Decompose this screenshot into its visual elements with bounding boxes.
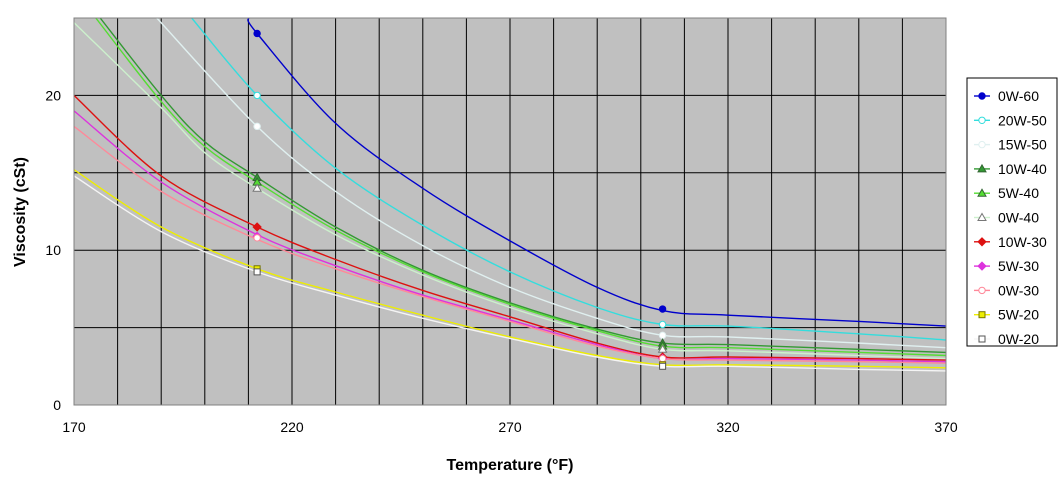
legend-label-5w-20: 5W-20: [998, 307, 1039, 323]
series-line-5w-40: [95, 18, 946, 357]
legend-marker-10w-40: [977, 163, 987, 173]
data-point-0w-20: [659, 362, 667, 370]
y-axis-title: Viscosity (cSt): [12, 157, 29, 267]
legend-marker-5w-30: [977, 261, 987, 271]
legend-label-5w-40: 5W-40: [998, 185, 1039, 201]
legend-label-0w-60: 0W-60: [998, 88, 1039, 104]
legend-marker-10w-30: [977, 237, 987, 247]
y-tick-label: 20: [45, 87, 61, 103]
series-line-20w-50: [191, 18, 946, 341]
series-line-5w-20: [74, 169, 946, 369]
data-point-0w-20: [253, 268, 261, 276]
legend-label-20w-50: 20W-50: [998, 112, 1047, 128]
x-axis-title: Temperature (°F): [446, 457, 573, 474]
legend-label-0w-40: 0W-40: [998, 210, 1039, 226]
legend-marker-0w-60: [978, 92, 986, 100]
data-point-0w-60: [253, 29, 261, 38]
x-tick-label: 370: [934, 419, 958, 435]
legend-marker-5w-20: [978, 311, 986, 319]
y-tick-label: 10: [45, 242, 61, 258]
legend-label-10w-30: 10W-30: [998, 234, 1047, 250]
series-line-0w-40: [74, 22, 946, 360]
gridlines: [74, 18, 946, 405]
x-tick-label: 170: [62, 419, 86, 435]
legend-marker-0w-40: [977, 212, 987, 221]
x-tick-label: 270: [498, 419, 522, 435]
legend-marker-20w-50: [978, 116, 986, 125]
data-point-0w-30: [658, 354, 667, 363]
series-line-15w-50: [156, 18, 946, 349]
y-tick-label: 0: [53, 397, 61, 413]
legend-marker-0w-20: [978, 335, 986, 343]
series-line-5w-30: [74, 110, 946, 363]
data-point-10w-30: [252, 222, 262, 232]
legend-marker-15w-50: [978, 140, 986, 149]
data-point-0w-40: [657, 344, 668, 353]
data-point-15w-50: [253, 122, 261, 131]
legend-marker-0w-30: [978, 286, 986, 295]
legend-label-5w-30: 5W-30: [998, 258, 1039, 274]
series-line-0w-60: [247, 18, 946, 327]
x-tick-label: 320: [716, 419, 740, 435]
series-layer: [74, 18, 946, 372]
legend: 0W-60 20W-50 15W-50 10W-40 5W-40 0W-40 10W-30 5…: [966, 77, 1058, 347]
series-line-0w-30: [74, 125, 946, 364]
data-point-15w-50: [658, 331, 667, 340]
legend-label-15w-50: 15W-50: [998, 137, 1047, 153]
data-point-20w-50: [253, 91, 261, 100]
tick-labels: 170 220 270 320 370 0 10 20: [45, 87, 957, 435]
series-line-10w-30: [74, 94, 946, 361]
legend-label-10w-40: 10W-40: [998, 161, 1047, 177]
data-point-20w-50: [658, 320, 667, 329]
legend-label-0w-20: 0W-20: [998, 331, 1039, 347]
legend-marker-5w-40: [977, 188, 987, 197]
plot-border: [73, 17, 947, 406]
data-point-0w-40: [252, 183, 262, 192]
x-tick-label: 220: [280, 419, 304, 435]
data-point-0w-30: [253, 234, 261, 242]
series-line-10w-40: [99, 18, 946, 354]
series-line-0w-20: [74, 175, 946, 372]
data-point-0w-60: [658, 305, 667, 313]
legend-label-0w-30: 0W-30: [998, 282, 1039, 298]
